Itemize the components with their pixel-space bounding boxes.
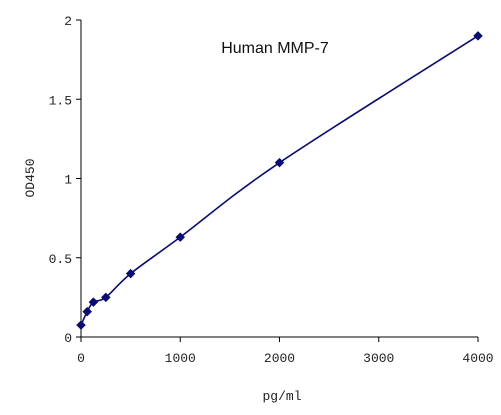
- y-tick-label: 2: [64, 14, 72, 29]
- y-ticks: 0 0.5 1 1.5 2: [49, 14, 81, 346]
- y-tick-label: 0.5: [49, 252, 72, 267]
- x-tick-label: 3000: [363, 351, 394, 366]
- data-point: [473, 30, 483, 41]
- x-tick-label: 1000: [165, 351, 196, 366]
- x-tick-label: 2000: [264, 351, 295, 366]
- x-ticks: 0 1000 2000 3000 4000: [77, 337, 494, 366]
- x-tick-label: 4000: [462, 351, 493, 366]
- data-point: [274, 157, 285, 168]
- data-point: [82, 306, 93, 317]
- chart-title: Human MMP-7: [221, 40, 329, 57]
- y-axis-title: OD450: [23, 158, 38, 197]
- y-tick-label: 0: [64, 331, 72, 346]
- data-point: [100, 292, 111, 303]
- series-markers: [76, 30, 483, 330]
- data-point: [125, 268, 136, 279]
- data-point: [76, 320, 86, 330]
- x-axis-title: pg/ml: [262, 389, 301, 404]
- data-point: [175, 232, 186, 242]
- axes: [80, 20, 478, 338]
- data-point: [88, 297, 99, 307]
- y-tick-label: 1.5: [49, 93, 72, 108]
- series-line: [80, 35, 479, 326]
- x-tick-label: 0: [77, 351, 85, 366]
- y-tick-label: 1: [64, 173, 72, 188]
